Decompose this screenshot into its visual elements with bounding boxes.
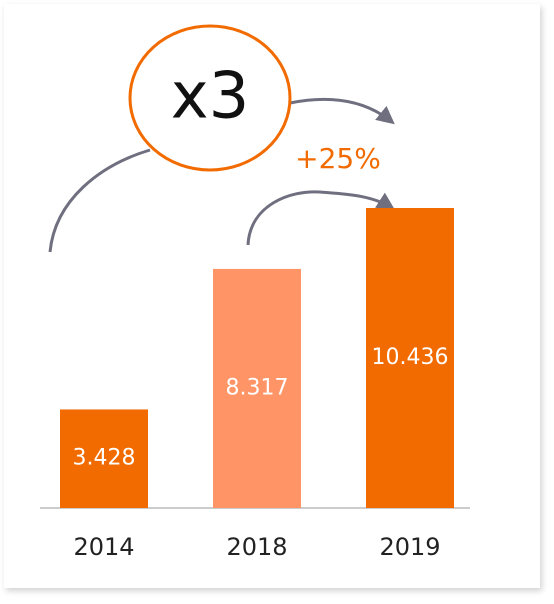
bar [60, 409, 148, 508]
bar [366, 208, 454, 508]
arrow [289, 97, 395, 125]
value-label: 8.317 [226, 375, 289, 400]
x-tick-label: 2018 [226, 533, 287, 561]
highlight-circle [128, 24, 292, 172]
annotation: x3 [171, 60, 250, 134]
x-tick-label: 2014 [73, 533, 134, 561]
annotation: +25% [295, 142, 381, 175]
x-tick-label: 2019 [379, 533, 440, 561]
arrow [246, 190, 396, 246]
arrow-curve [48, 148, 151, 253]
value-label: 10.436 [372, 345, 449, 370]
bar [213, 268, 301, 508]
value-label: 3.428 [73, 446, 136, 471]
